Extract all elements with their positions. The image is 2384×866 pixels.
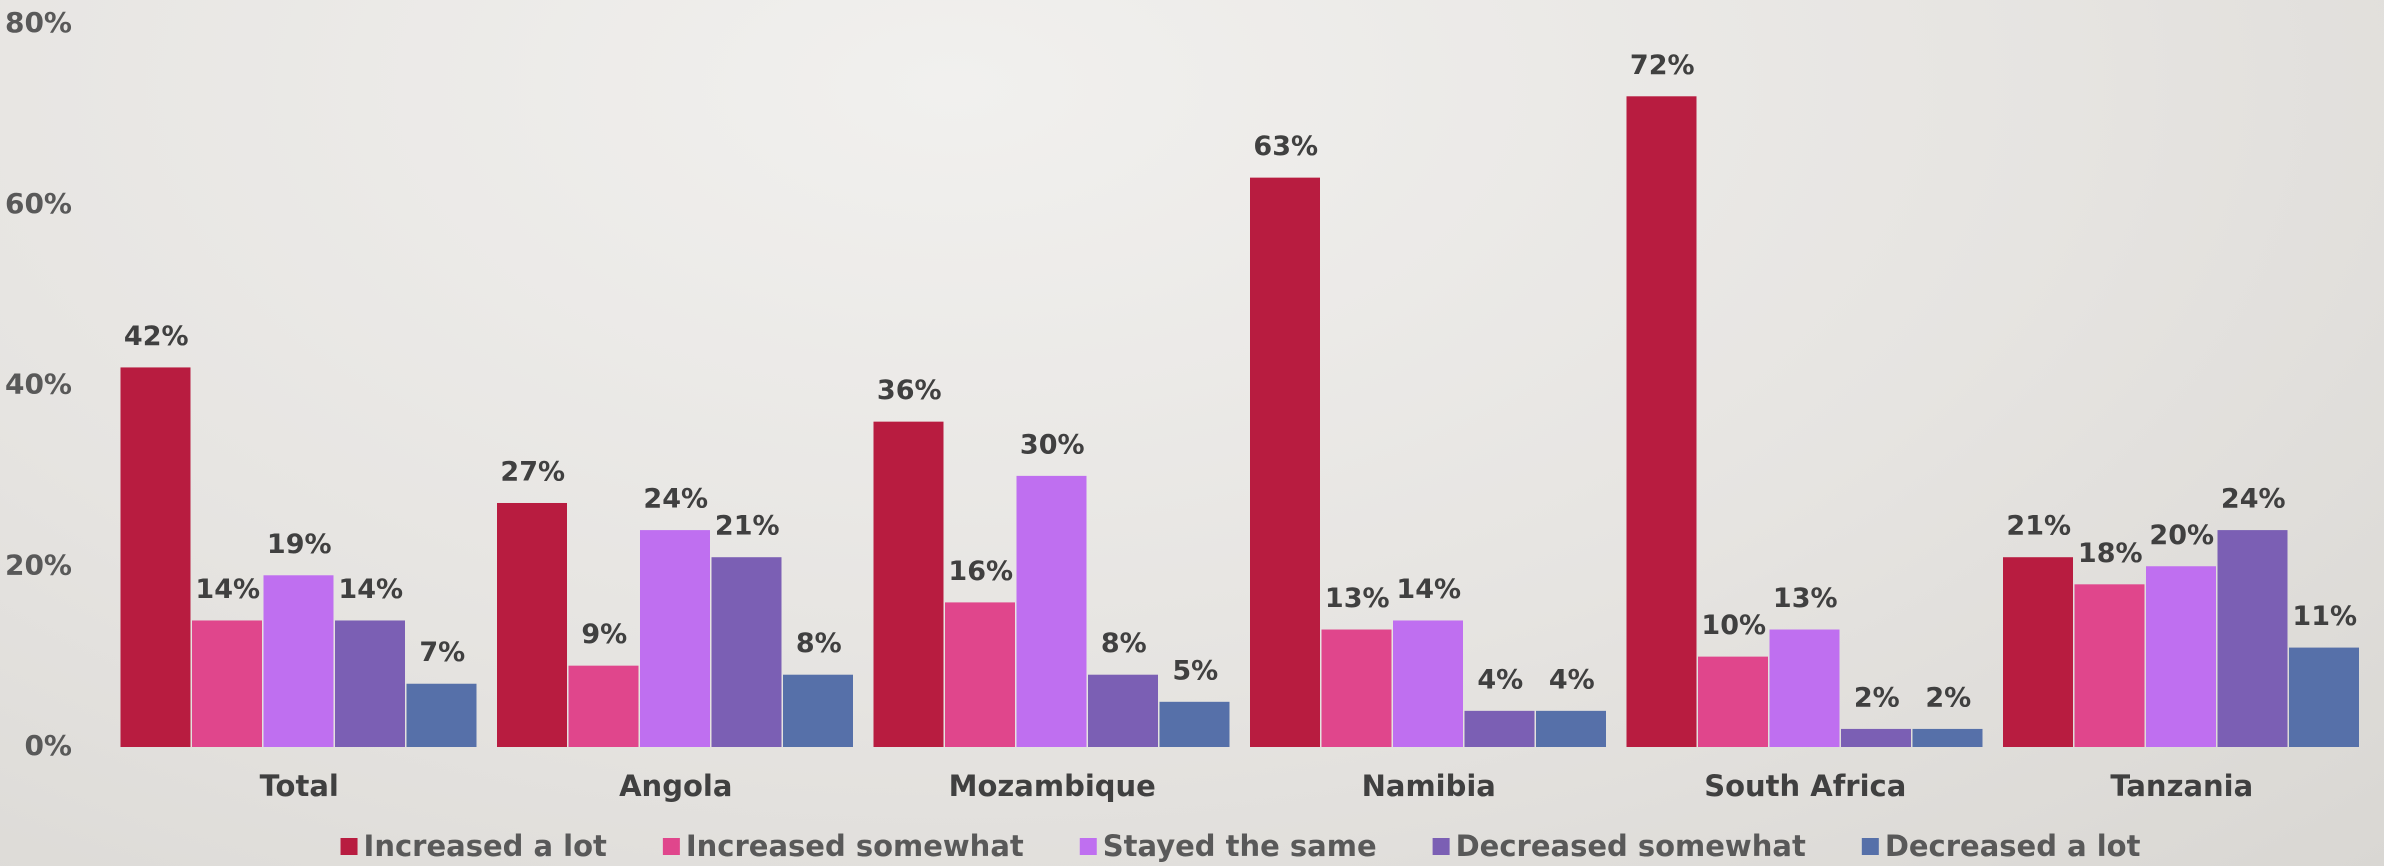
- x-tick-label: Tanzania: [2110, 769, 2253, 803]
- legend-label: Increased somewhat: [686, 829, 1024, 863]
- bar: [1321, 629, 1392, 747]
- data-label: 19%: [267, 529, 332, 560]
- bar: [1088, 674, 1158, 747]
- bar: [192, 620, 262, 747]
- legend-swatch: [662, 838, 680, 855]
- y-tick-label: 40%: [5, 368, 72, 401]
- data-label: 14%: [338, 574, 403, 605]
- y-tick-label: 60%: [5, 187, 72, 220]
- bar: [1698, 656, 1768, 747]
- data-label: 21%: [2006, 511, 2071, 542]
- legend-label: Increased a lot: [364, 829, 607, 863]
- bar: [2217, 530, 2288, 747]
- data-label: 14%: [1396, 574, 1461, 605]
- bar: [1464, 710, 1535, 747]
- bar: [1841, 728, 1911, 747]
- legend-swatch: [1432, 838, 1450, 855]
- data-label: 63%: [1253, 131, 1318, 162]
- bar: [2146, 566, 2216, 747]
- data-label: 13%: [1773, 583, 1838, 614]
- data-label: 2%: [1854, 682, 1900, 713]
- bar: [120, 367, 191, 747]
- data-label: 13%: [1325, 583, 1390, 614]
- bar: [263, 575, 334, 747]
- bar: [1536, 710, 1606, 747]
- data-label: 24%: [643, 484, 708, 515]
- data-label: 16%: [948, 556, 1013, 587]
- data-label: 8%: [1101, 628, 1147, 659]
- bar: [335, 620, 405, 747]
- data-label: 5%: [1172, 655, 1218, 686]
- legend-label: Decreased a lot: [1885, 829, 2141, 863]
- bar: [1016, 475, 1087, 747]
- data-label: 2%: [1925, 682, 1971, 713]
- x-tick-label: Mozambique: [949, 769, 1156, 803]
- data-label: 36%: [877, 375, 942, 406]
- bar: [1393, 620, 1463, 747]
- bar: [873, 421, 944, 747]
- data-label: 27%: [500, 456, 565, 487]
- bar: [2074, 584, 2145, 747]
- bar: [945, 602, 1015, 747]
- x-tick-label: Namibia: [1362, 769, 1496, 803]
- data-label: 7%: [419, 637, 465, 668]
- legend-swatch: [1079, 838, 1097, 855]
- y-tick-label: 0%: [24, 729, 72, 762]
- data-label: 30%: [1020, 429, 1085, 460]
- bar: [1769, 629, 1840, 747]
- data-label: 8%: [796, 628, 842, 659]
- legend-swatch: [340, 838, 358, 855]
- bar: [1250, 177, 1320, 747]
- bar: [406, 683, 477, 747]
- bar: [2289, 647, 2359, 747]
- data-label: 20%: [2149, 520, 2214, 551]
- data-label: 9%: [581, 619, 627, 650]
- bar: [640, 530, 710, 747]
- bar: [711, 557, 782, 747]
- bar: [783, 674, 853, 747]
- data-label: 11%: [2292, 601, 2357, 632]
- x-tick-label: Angola: [619, 769, 732, 803]
- x-tick-label: South Africa: [1704, 769, 1906, 803]
- data-label: 24%: [2221, 484, 2286, 515]
- data-label: 4%: [1477, 664, 1523, 695]
- bar: [2003, 557, 2073, 747]
- data-label: 4%: [1549, 664, 1595, 695]
- data-label: 18%: [2078, 538, 2143, 569]
- y-tick-label: 20%: [5, 548, 72, 581]
- data-label: 14%: [195, 574, 260, 605]
- data-label: 21%: [715, 511, 780, 542]
- legend-label: Decreased somewhat: [1456, 829, 1806, 863]
- bar: [568, 665, 639, 747]
- data-label: 10%: [1701, 610, 1766, 641]
- legend-swatch: [1861, 838, 1879, 855]
- legend-label: Stayed the same: [1103, 829, 1377, 863]
- bar: [1159, 701, 1230, 747]
- bar: [1912, 728, 1983, 747]
- bar: [1626, 96, 1697, 748]
- x-tick-label: Total: [260, 769, 339, 803]
- y-tick-label: 80%: [5, 6, 72, 39]
- data-label: 72%: [1630, 50, 1695, 81]
- data-label: 42%: [124, 321, 189, 352]
- bar: [497, 502, 567, 747]
